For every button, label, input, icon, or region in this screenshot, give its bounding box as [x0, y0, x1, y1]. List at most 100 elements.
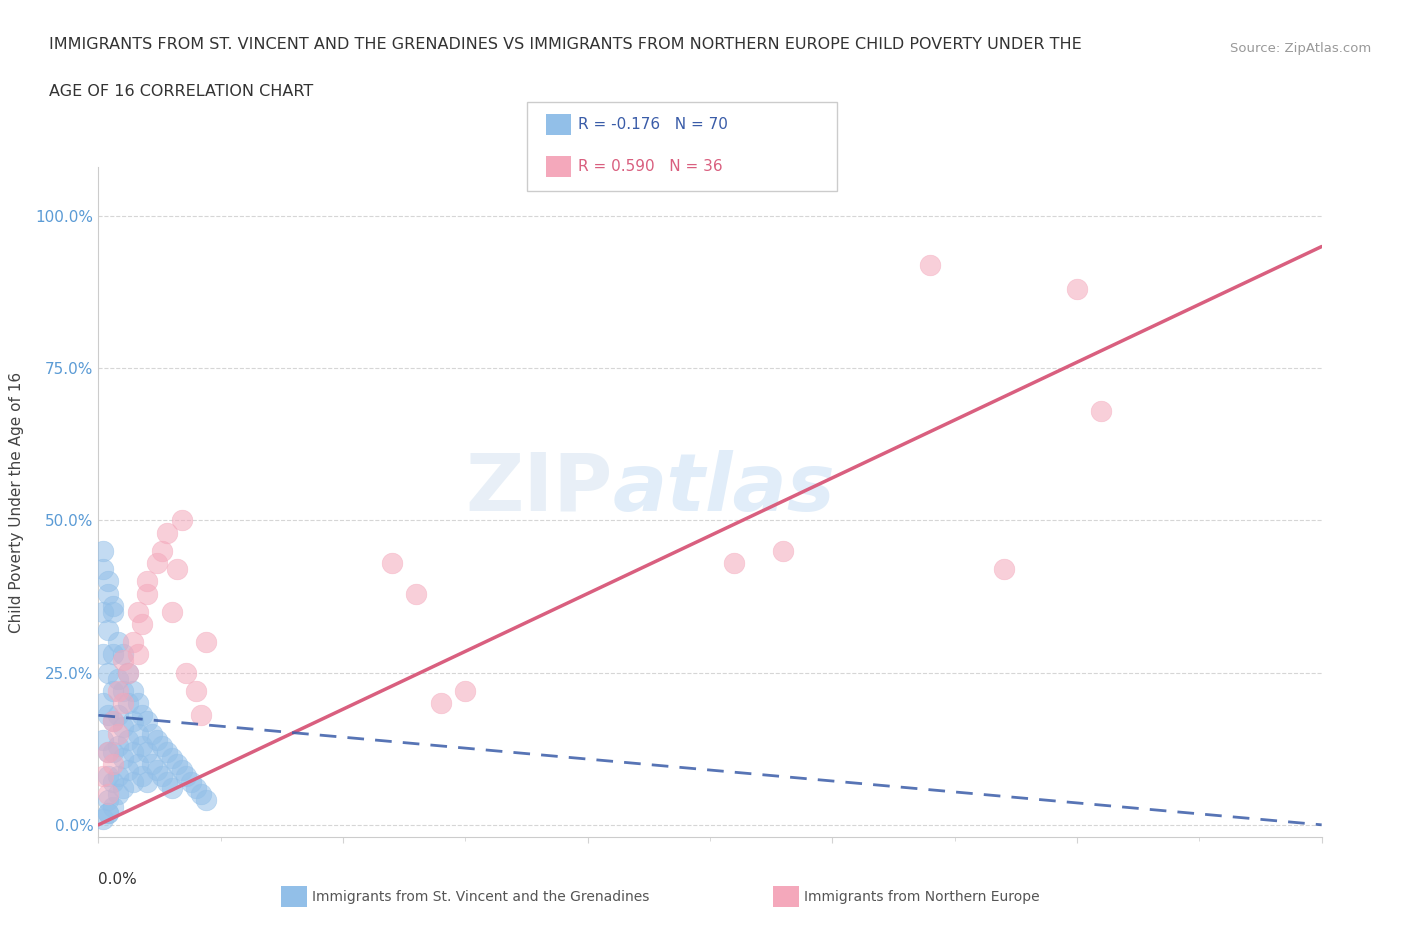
Point [97, 793, 120, 808]
Point [170, 763, 193, 777]
Point [136, 714, 159, 729]
Point [111, 696, 134, 711]
Point [107, 684, 129, 698]
Point [91, 562, 114, 577]
Text: Immigrants from St. Vincent and the Grenadines: Immigrants from St. Vincent and the Gren… [312, 889, 650, 904]
Point [101, 684, 124, 698]
Point [97, 665, 120, 680]
Point [107, 635, 129, 650]
Point [1066, 282, 1088, 297]
Text: 0.0%: 0.0% [98, 871, 138, 887]
Point [121, 684, 143, 698]
Text: IMMIGRANTS FROM ST. VINCENT AND THE GRENADINES VS IMMIGRANTS FROM NORTHERN EUROP: IMMIGRANTS FROM ST. VINCENT AND THE GREN… [49, 37, 1083, 52]
Point [127, 726, 149, 741]
Point [131, 708, 153, 723]
Point [101, 647, 124, 662]
Point [117, 665, 139, 680]
Point [772, 543, 794, 558]
Point [141, 756, 163, 771]
Point [91, 647, 114, 662]
Point [107, 726, 129, 741]
Text: R = -0.176   N = 70: R = -0.176 N = 70 [578, 117, 728, 132]
Point [176, 665, 198, 680]
Point [97, 586, 120, 601]
Point [381, 555, 404, 570]
Point [107, 769, 129, 784]
Point [107, 708, 129, 723]
Point [97, 744, 120, 759]
Point [111, 647, 134, 662]
Point [186, 684, 208, 698]
Point [136, 586, 159, 601]
Point [117, 696, 139, 711]
Point [121, 775, 143, 790]
Point [107, 787, 129, 802]
Point [97, 744, 120, 759]
Point [131, 769, 153, 784]
Point [101, 775, 124, 790]
Point [121, 744, 143, 759]
Point [190, 708, 212, 723]
Point [1090, 404, 1112, 418]
Point [405, 586, 427, 601]
Point [97, 708, 120, 723]
Point [91, 811, 114, 826]
Point [97, 787, 120, 802]
Point [131, 738, 153, 753]
Point [101, 714, 124, 729]
Point [101, 714, 124, 729]
Point [97, 805, 120, 820]
Point [131, 617, 153, 631]
Point [127, 696, 149, 711]
Point [111, 781, 134, 796]
Point [160, 781, 183, 796]
Point [430, 696, 453, 711]
Text: Immigrants from Northern Europe: Immigrants from Northern Europe [804, 889, 1040, 904]
Point [101, 756, 124, 771]
Point [101, 604, 124, 619]
Point [127, 756, 149, 771]
Point [111, 653, 134, 668]
Point [160, 751, 183, 765]
Point [97, 769, 120, 784]
Point [170, 513, 193, 528]
Point [97, 574, 120, 589]
Point [156, 775, 179, 790]
Point [127, 604, 149, 619]
Point [111, 751, 134, 765]
Point [195, 793, 218, 808]
Point [121, 714, 143, 729]
Point [150, 543, 173, 558]
Point [127, 647, 149, 662]
Point [136, 775, 159, 790]
Point [101, 598, 124, 613]
Point [150, 738, 173, 753]
Point [111, 720, 134, 735]
Point [91, 732, 114, 747]
Y-axis label: Child Poverty Under the Age of 16: Child Poverty Under the Age of 16 [10, 372, 24, 632]
Text: ZIP: ZIP [465, 450, 612, 528]
Text: AGE OF 16 CORRELATION CHART: AGE OF 16 CORRELATION CHART [49, 84, 314, 99]
Point [166, 562, 188, 577]
Point [146, 763, 169, 777]
Point [160, 604, 183, 619]
Text: Source: ZipAtlas.com: Source: ZipAtlas.com [1230, 42, 1371, 55]
Point [146, 732, 169, 747]
Point [117, 732, 139, 747]
Point [136, 574, 159, 589]
Point [101, 799, 124, 814]
Point [454, 684, 477, 698]
Point [107, 738, 129, 753]
Point [150, 769, 173, 784]
Point [117, 763, 139, 777]
Text: R = 0.590   N = 36: R = 0.590 N = 36 [578, 159, 723, 174]
Point [156, 525, 179, 540]
Point [156, 744, 179, 759]
Point [186, 781, 208, 796]
Point [993, 562, 1015, 577]
Point [91, 696, 114, 711]
Point [190, 787, 212, 802]
Point [920, 258, 942, 272]
Point [91, 604, 114, 619]
Point [723, 555, 745, 570]
